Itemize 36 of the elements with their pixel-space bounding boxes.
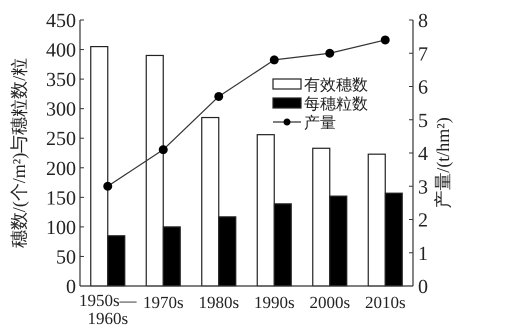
y2-tick-label: 5 bbox=[418, 110, 428, 132]
x-tick-label: 1990s bbox=[254, 293, 295, 312]
y2-tick-label: 3 bbox=[418, 176, 428, 198]
x-tick-label: 1980s bbox=[198, 293, 240, 312]
bar bbox=[256, 134, 275, 287]
y2-tick-label: 0 bbox=[418, 276, 428, 298]
y2-tick-label: 4 bbox=[418, 143, 428, 165]
bar bbox=[90, 46, 108, 287]
legend-label: 有效穗数 bbox=[304, 77, 368, 94]
bar bbox=[201, 116, 220, 287]
y2-tick-label: 2 bbox=[418, 210, 428, 232]
x-tick-label: 1950s—1960s bbox=[78, 291, 138, 328]
y-tick-label: 300 bbox=[46, 98, 76, 121]
bar bbox=[368, 154, 386, 287]
y-tick-label: 0 bbox=[66, 276, 76, 298]
y2-tick-label: 6 bbox=[418, 76, 428, 98]
x-tick-label: 1970s bbox=[142, 293, 184, 312]
y-tick-label: 50 bbox=[56, 246, 76, 268]
y-axis-title: 穗数/(个/m²)与穗粒数/粒 bbox=[9, 58, 29, 248]
y-tick-label: 350 bbox=[46, 69, 76, 92]
legend-label: 每穗粒数 bbox=[304, 96, 368, 113]
x-tick-label: 2010s bbox=[364, 293, 406, 312]
y2-tick-label: 1 bbox=[418, 242, 428, 265]
y-tick-label: 250 bbox=[46, 128, 76, 150]
y-tick-label: 150 bbox=[46, 187, 76, 210]
bar bbox=[312, 148, 330, 287]
y-tick-label: 200 bbox=[46, 158, 76, 180]
y-tick-label: 100 bbox=[46, 216, 76, 239]
y-tick-label: 450 bbox=[46, 10, 76, 32]
y-tick-label: 400 bbox=[46, 40, 76, 62]
bar bbox=[146, 54, 164, 287]
y2-tick-label: 8 bbox=[418, 10, 428, 32]
legend-label: 产量 bbox=[304, 114, 336, 132]
y2-tick-label: 7 bbox=[418, 43, 428, 66]
y2-axis-title: 产量/(t/hm²) bbox=[433, 117, 453, 209]
x-tick-label: 2000s bbox=[309, 293, 350, 312]
